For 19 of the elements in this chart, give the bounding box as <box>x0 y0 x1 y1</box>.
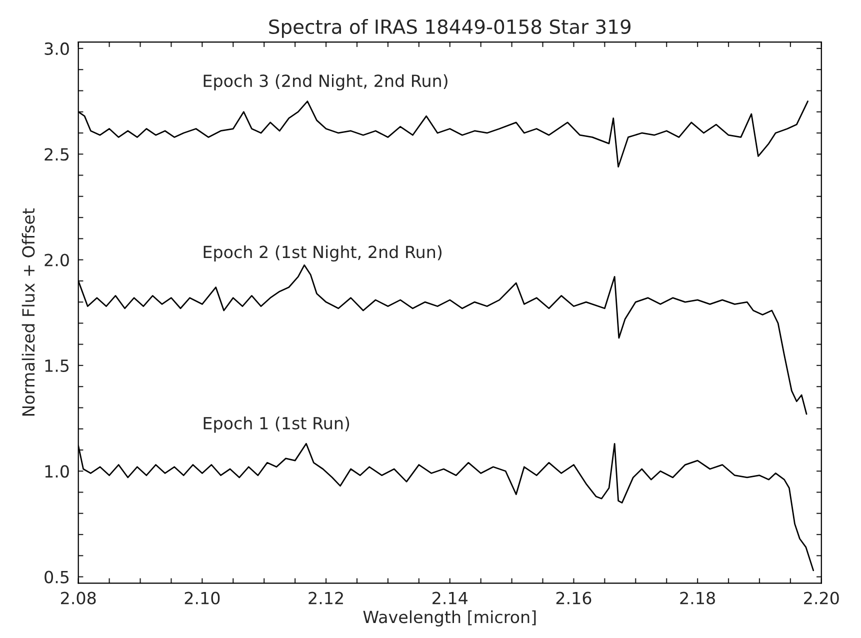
x-tick-label: 2.08 <box>61 592 96 604</box>
series-label: Epoch 1 (1st Run) <box>204 416 350 433</box>
y-tick-label: 2.5 <box>44 148 69 161</box>
x-tick-label: 2.14 <box>432 592 468 604</box>
y-tick-label: 1.0 <box>45 465 69 478</box>
y-tick-label: 0.5 <box>44 570 69 584</box>
x-axis-title: Wavelength [micron] <box>363 610 536 627</box>
x-tick-label: 2.20 <box>804 592 839 604</box>
chart-title: Spectra of IRAS 18449-0158 Star 319 <box>269 19 630 38</box>
x-tick-label: 2.16 <box>556 592 592 604</box>
series-label: Epoch 3 (2nd Night, 2nd Run) <box>204 74 448 90</box>
x-tick-label: 2.18 <box>680 592 715 604</box>
y-axis-title: Normalized Flux + Offset <box>22 208 35 416</box>
y-tick-label: 2.0 <box>44 254 69 266</box>
y-tick-label: 3.0 <box>44 42 69 56</box>
y-tick-label: 1.5 <box>45 360 69 372</box>
x-tick-label: 2.12 <box>308 592 343 604</box>
series-label: Epoch 2 (1st Night, 2nd Run) <box>204 245 442 262</box>
x-tick-label: 2.10 <box>184 592 220 604</box>
